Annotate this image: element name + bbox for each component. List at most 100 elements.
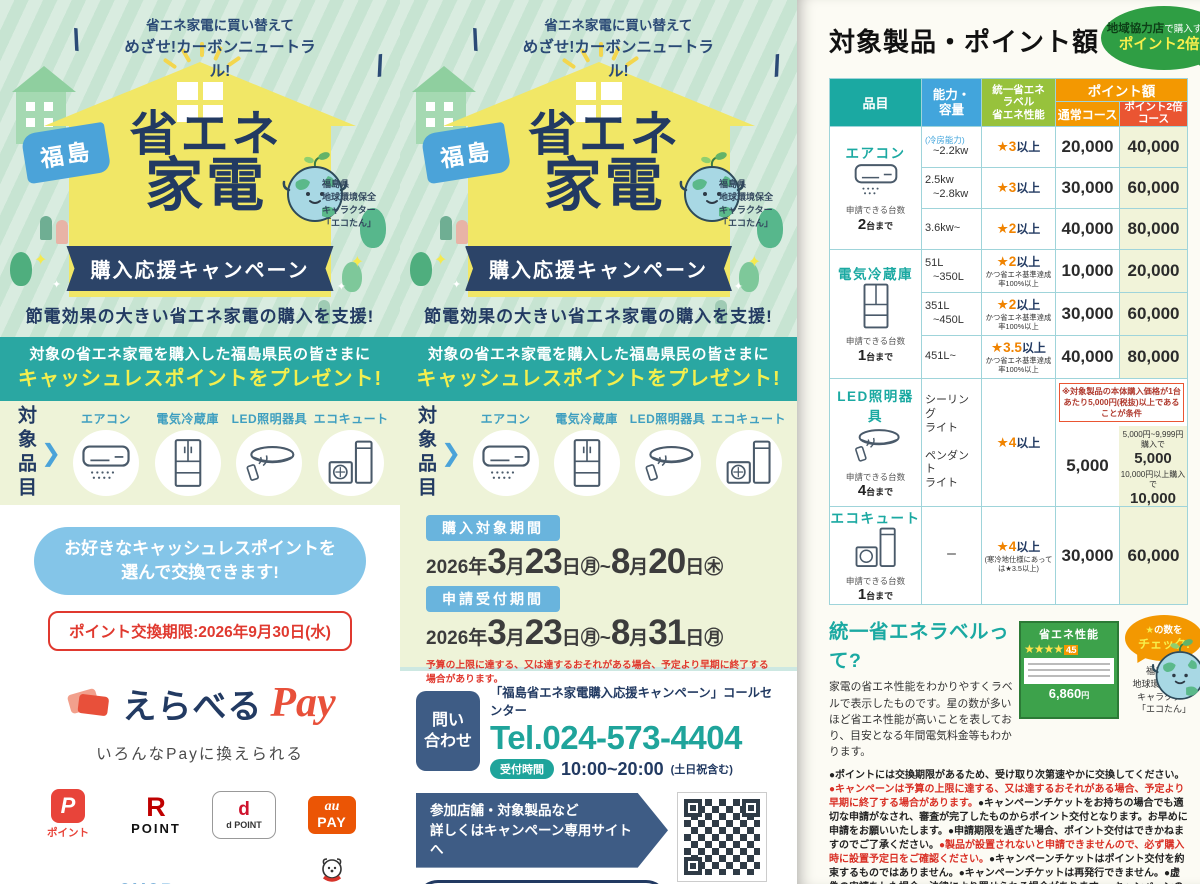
decor-sparkle: ✦ xyxy=(52,279,62,291)
purchase-period-badge: 購入対象期間 xyxy=(426,515,560,541)
application-period-badge: 申請受付期間 xyxy=(426,586,560,612)
decor-person xyxy=(440,216,452,240)
label-section-title: 統一省エネラベルって? xyxy=(829,621,1010,673)
ecotan-character xyxy=(1151,639,1200,705)
item-fridge: 電気冷蔵庫 申請できる台数 1台まで xyxy=(829,249,922,379)
present-line2: キャッシュレスポイントをプレゼント! xyxy=(17,367,383,390)
erabe-pay-logo: えらべる Pay xyxy=(0,679,400,728)
flyer-panel-middle: \ / 省エネ家電に買い替えて めざせ!カーボンニュートラル! 福島 省エネ 家… xyxy=(400,0,797,884)
logo-au-pay: au PAY xyxy=(290,786,374,844)
label-detail-lines xyxy=(1024,658,1114,685)
decor-sparkle: ✦ xyxy=(747,254,761,271)
col-header-capacity: 能力・ 容量 xyxy=(921,78,982,127)
ecotan-character xyxy=(282,152,348,228)
tagline-line1: 省エネ家電に買い替えて xyxy=(146,18,294,33)
table-row: 3.6kw~ ★2以上 40,000 80,000 xyxy=(830,208,1188,250)
logo-rakuten-point: R POINT xyxy=(131,791,181,836)
tagline-line2: めざせ!カーボンニュートラル! xyxy=(522,39,714,80)
col-header-double-course: ポイント2倍 コース xyxy=(1119,101,1188,127)
phone-number: Tel.024-573-4404 xyxy=(490,719,742,756)
dpoint-icon: d xyxy=(238,798,250,820)
decor-person xyxy=(40,216,52,240)
rakuten-icon: R xyxy=(146,791,166,822)
fridge-icon xyxy=(569,438,605,488)
decor-tree xyxy=(757,208,783,248)
product-led-light: LED照明器具 xyxy=(627,410,708,496)
col-header-label: 統一省エネ ラベル 省エネ性能 xyxy=(981,78,1056,127)
qr-code xyxy=(677,791,767,882)
waon-dog-icon xyxy=(319,857,345,884)
campaign-banner: 購入応援キャンペーン xyxy=(66,246,334,291)
product-fridge: 電気冷蔵庫 xyxy=(546,410,627,496)
flyer-left-bottom: お好きなキャッシュレスポイントを 選んで交換できます! ポイント交換期限:202… xyxy=(0,505,400,884)
col-header-normal-course: 通常コース xyxy=(1055,101,1120,127)
item-ecocute: エコキュート 申請できる台数 1台まで xyxy=(829,506,922,606)
logo-amazon: amazon xyxy=(26,870,110,884)
decor-person xyxy=(318,300,330,324)
tagline-slash-left: \ xyxy=(69,23,83,58)
tagline-slash-right: / xyxy=(770,49,784,84)
present-banner: 対象の省エネ家電を購入した福島県民の皆さまに キャッシュレスポイントをプレゼント… xyxy=(400,337,797,401)
character-caption: 福島県 地球環境保全 キャラクター 「エコたん」 xyxy=(719,179,774,229)
tagline-line2: めざせ!カーボンニュートラル! xyxy=(124,39,316,80)
present-line2: キャッシュレスポイントをプレゼント! xyxy=(416,367,781,390)
table-row: 電気冷蔵庫 申請できる台数 1台まで 51L ~350L ★2以上 かつ省エネ基準達成… xyxy=(829,249,1188,379)
application-period-dates: 2026年3月23日㊊~8月31日㊊ xyxy=(426,613,724,652)
decor-sparkle: ✦ xyxy=(452,279,462,291)
house-window xyxy=(575,82,622,122)
campaign-banner: 購入応援キャンペーン xyxy=(465,246,732,291)
terms-fine-print: ●ポイントには交換期限があるため、受け取り次第速やかに交換してください。●キャン… xyxy=(829,770,1188,884)
col-header-points: ポイント額 xyxy=(1055,78,1188,102)
target-products: 対象品目 ❯ エアコン 電気冷蔵庫 xyxy=(400,401,797,505)
logo-quo-card-pay: QUOPay クオ・カード ペイ xyxy=(114,870,198,884)
led-light-icon xyxy=(851,425,901,465)
ecocute-icon xyxy=(724,440,774,486)
decor-person xyxy=(715,300,727,324)
flyer-panel-left: \ / 省エネ家電に買い替えて めざせ!カーボンニュートラル! 福島 省エネ 家… xyxy=(0,0,400,884)
flyer-title-line1: 省エネ xyxy=(129,108,283,161)
product-fridge: 電気冷蔵庫 xyxy=(147,410,229,496)
decor-tree xyxy=(342,262,362,292)
decor-sparkle: ✦ xyxy=(34,252,48,269)
period-warning-note: 予算の上限に達する、又は達するおそれがある場合、予定より早期に終了する場合があり… xyxy=(426,660,769,685)
table-row: LED照明器具 申請できる台数 4台まで シーリング ライト ペ xyxy=(829,377,1188,508)
decor-sparkle: ✦ xyxy=(336,281,346,293)
decor-sun-ray xyxy=(200,42,204,57)
table-row: 351L ~450L ★2以上 かつ省エネ基準達成率100%以上 30,000 60… xyxy=(830,292,1188,336)
col-header-item: 品目 xyxy=(829,78,922,127)
tagline: 省エネ家電に買い替えて めざせ!カーボンニュートラル! xyxy=(120,16,320,83)
decor-tree xyxy=(410,252,432,286)
house-roof xyxy=(442,62,755,126)
product-led-light: LED照明器具 xyxy=(229,410,311,496)
erabe-pay-cards-icon xyxy=(64,681,114,725)
decor-tree xyxy=(10,252,32,286)
purchase-period-dates: 2026年3月23日㊊~8月20日㊍ xyxy=(426,542,724,581)
table-row: エコキュート 申請できる台数 1台まで ー ★4以上 (寒冷地仕様にあっては★3.5… xyxy=(829,506,1188,606)
product-ecocute: エコキュート xyxy=(310,410,392,496)
tagline-slash-left: \ xyxy=(469,23,483,58)
target-label: 対象品目 ❯ xyxy=(15,405,62,501)
product-aircon: エアコン xyxy=(65,410,147,496)
search-box-graphic: 福島県 省エネ家電 xyxy=(416,879,668,884)
au-pay-icon: au PAY xyxy=(308,795,356,834)
label-section-body: 家電の省エネ性能をわかりやすくラベルで表示したものです。星の数が多いほど省エネ性… xyxy=(829,681,1013,759)
double-points-bubble: 地域協力店で購入すると ポイント2倍!! xyxy=(1101,6,1200,70)
flyer-title-line2: 家電 xyxy=(543,152,666,218)
table-row: 451L~ ★3.5以上 かつ省エネ基準達成率100%以上 40,000 80,0… xyxy=(830,335,1188,379)
inquiry-block: 問い 合わせ 「福島省エネ家電購入応援キャンペーン」コールセンター Tel.02… xyxy=(416,683,783,780)
item-led: LED照明器具 申請できる台数 4台まで xyxy=(829,377,922,508)
hours-value: 10:00~20:00 xyxy=(561,758,664,779)
campaign-periods: 購入対象期間 2026年3月23日㊊~8月20日㊍ 申請受付期間 2026年3月… xyxy=(400,505,797,685)
decor-sparkle: ✦ xyxy=(434,252,448,269)
decor-person xyxy=(56,220,68,244)
house-roof xyxy=(44,62,356,126)
fridge-icon xyxy=(859,283,893,329)
support-line: 節電効果の大きい省エネ家電の購入を支援! xyxy=(25,307,375,326)
contact-section: 問い 合わせ 「福島省エネ家電購入応援キャンペーン」コールセンター Tel.02… xyxy=(400,667,797,884)
flyer-title-line1: 省エネ xyxy=(528,108,682,161)
decor-sparkle: ✦ xyxy=(350,254,364,271)
flyer-title-line2: 家電 xyxy=(145,152,268,218)
present-banner: 対象の省エネ家電を購入した福島県民の皆さまに キャッシュレスポイントをプレゼント… xyxy=(0,337,400,401)
house-window xyxy=(177,82,223,122)
